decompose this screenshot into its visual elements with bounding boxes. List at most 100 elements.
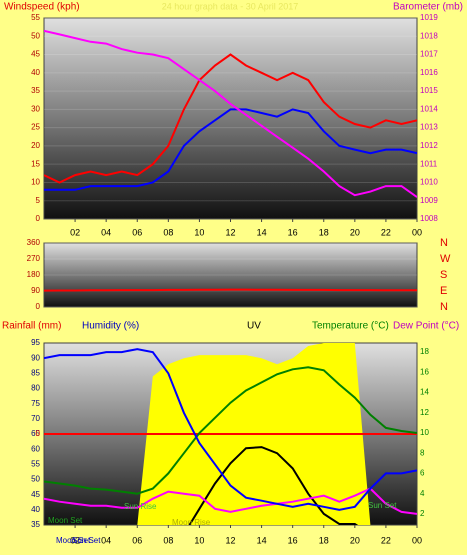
y-tick-label: 55 xyxy=(31,459,40,468)
x-tick-label: 02 xyxy=(70,535,80,545)
x-tick-label: 22 xyxy=(381,535,391,545)
y-tick-label: S xyxy=(440,269,447,281)
y-tick-label: N xyxy=(440,237,448,249)
x-tick-label: 10 xyxy=(194,227,204,237)
y-tick-label: 80 xyxy=(31,384,40,393)
x-tick-label: 18 xyxy=(319,227,329,237)
y-tick-label: 2 xyxy=(420,509,425,518)
y-tick-label: 1011 xyxy=(420,159,438,168)
y-tick-label: 5 xyxy=(36,196,41,205)
y-tick-label: 45 xyxy=(31,490,40,499)
y-tick-label: 15 xyxy=(31,159,40,168)
annotation: Sun Rise xyxy=(124,502,157,511)
y-tick-label: 0 xyxy=(36,429,41,438)
axis-title: Dew Point (°C) xyxy=(393,321,459,332)
y-tick-label: 60 xyxy=(31,444,40,453)
y-tick-label: 6 xyxy=(420,469,425,478)
x-tick-label: 00 xyxy=(412,535,422,545)
y-tick-label: 75 xyxy=(31,399,40,408)
y-tick-label: 90 xyxy=(31,286,40,295)
y-tick-label: 360 xyxy=(27,238,41,247)
axis-title: Temperature (°C) xyxy=(312,321,389,332)
y-tick-label: 12 xyxy=(420,408,429,417)
y-tick-label: 95 xyxy=(31,338,40,347)
y-tick-label: 90 xyxy=(31,353,40,362)
x-tick-label: 12 xyxy=(225,535,235,545)
y-tick-label: 35 xyxy=(31,86,40,95)
x-tick-label: 08 xyxy=(163,227,173,237)
y-tick-label: 16 xyxy=(420,367,429,376)
y-tick-label: 85 xyxy=(31,368,40,377)
axis-title: UV xyxy=(247,321,261,332)
y-tick-label: 40 xyxy=(31,68,40,77)
y-tick-label: 8 xyxy=(420,448,425,457)
y-tick-label: 30 xyxy=(31,104,40,113)
plot-background xyxy=(43,242,418,308)
y-tick-label: 18 xyxy=(420,347,429,356)
y-tick-label: 1009 xyxy=(420,196,438,205)
y-tick-label: 1018 xyxy=(420,31,438,40)
series-line xyxy=(44,348,417,511)
y-tick-label: 1015 xyxy=(420,86,438,95)
y-tick-label: 20 xyxy=(31,141,40,150)
y-tick-label: 50 xyxy=(31,475,40,484)
y-tick-label: 35 xyxy=(31,520,40,529)
axis-title: Rainfall (mm) xyxy=(2,321,61,332)
y-tick-label: 0 xyxy=(36,302,41,311)
series-group xyxy=(44,343,417,525)
x-tick-label: 10 xyxy=(194,535,204,545)
annotation: Moon Set xyxy=(56,536,91,545)
y-tick-label: 1012 xyxy=(420,141,438,150)
x-tick-label: 00 xyxy=(412,227,422,237)
x-tick-label: 12 xyxy=(225,227,235,237)
x-tick-label: 04 xyxy=(101,227,111,237)
chart-title: 24 hour graph data - 30 April 2017 xyxy=(162,1,299,11)
x-tick-label: 20 xyxy=(350,227,360,237)
y-tick-label: 65 xyxy=(31,429,40,438)
y-tick-label: 1013 xyxy=(420,123,438,132)
y-tick-label: 10 xyxy=(420,428,429,437)
annotation: Moon Rise xyxy=(172,518,211,527)
x-tick-label: 16 xyxy=(288,227,298,237)
y-tick-label: 10 xyxy=(31,178,40,187)
x-tick-label: 14 xyxy=(257,227,267,237)
y-tick-label: 45 xyxy=(31,50,40,59)
x-tick-label: 14 xyxy=(257,535,267,545)
x-tick-label: 06 xyxy=(132,227,142,237)
y-tick-label: 1010 xyxy=(420,178,438,187)
x-tick-label: 20 xyxy=(350,535,360,545)
axis-title: Barometer (mb) xyxy=(393,2,463,13)
annotation: Sun Set xyxy=(72,536,101,545)
x-tick-label: 16 xyxy=(288,535,298,545)
y-tick-label: 1016 xyxy=(420,68,438,77)
annotation: Moon Set xyxy=(48,516,83,525)
y-tick-label: 1014 xyxy=(420,104,438,113)
y-tick-label: 270 xyxy=(27,254,41,263)
y-tick-label: 25 xyxy=(31,123,40,132)
plot-background xyxy=(43,17,418,220)
y-tick-label: 1019 xyxy=(420,13,438,22)
y-tick-label: W xyxy=(440,253,451,265)
y-tick-label: 40 xyxy=(31,505,40,514)
axis-title: Windspeed (kph) xyxy=(4,2,80,13)
y-tick-label: N xyxy=(440,301,448,313)
series-line xyxy=(44,487,417,515)
x-tick-label: 02 xyxy=(70,227,80,237)
series-line xyxy=(44,288,417,292)
x-tick-label: 18 xyxy=(319,535,329,545)
y-tick-label: 0 xyxy=(36,214,41,223)
annotation: Sun Set xyxy=(368,501,397,510)
y-tick-label: 70 xyxy=(31,414,40,423)
series-line xyxy=(44,366,417,495)
axis-title: Humidity (%) xyxy=(82,321,139,332)
series-group xyxy=(44,288,417,292)
x-tick-label: 08 xyxy=(163,535,173,545)
y-tick-label: 1008 xyxy=(420,214,438,223)
series-line xyxy=(44,53,417,184)
x-tick-label: 06 xyxy=(132,535,142,545)
y-tick-label: 14 xyxy=(420,388,429,397)
y-tick-label: 50 xyxy=(31,31,40,40)
series-line xyxy=(188,446,359,525)
series-group xyxy=(44,29,417,198)
